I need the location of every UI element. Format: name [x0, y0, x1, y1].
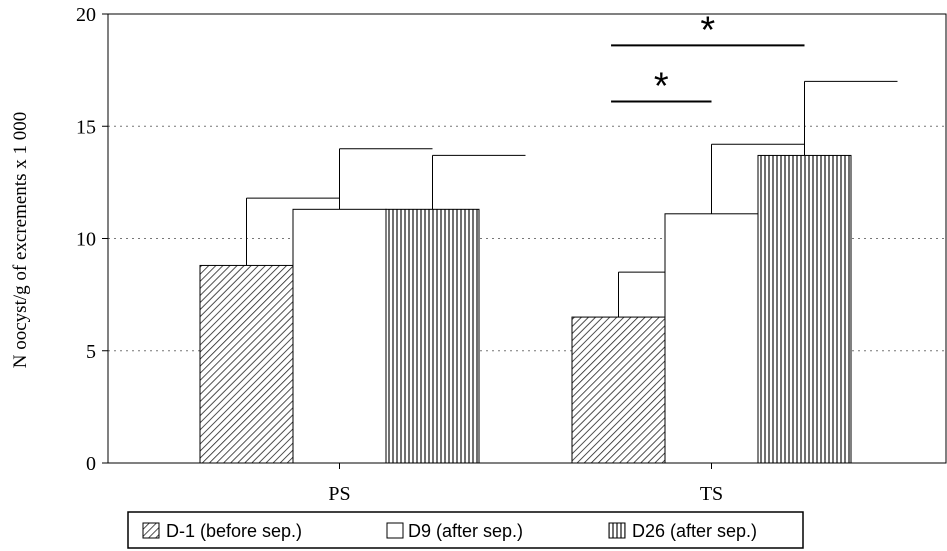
- x-tick-label: PS: [328, 483, 350, 505]
- significance-marker-1: *: [700, 9, 715, 51]
- y-tick-label: 0: [86, 453, 96, 475]
- significance-marker-0: *: [654, 66, 669, 108]
- legend-swatch-2: [608, 522, 626, 539]
- bar-ps-series-2: [385, 208, 480, 464]
- legend-swatch-1: [386, 522, 404, 539]
- y-tick-label: 5: [86, 341, 96, 363]
- bar-ts-series-2: [757, 154, 852, 464]
- bar-ts-series-0: [571, 316, 666, 464]
- legend-label-1: D9 (after sep.): [408, 521, 523, 541]
- y-tick-label: 20: [76, 4, 96, 26]
- legend: D-1 (before sep.) D9 (after sep.) D26 (aft…: [127, 511, 804, 549]
- bar-ts-series-1: [664, 213, 759, 464]
- legend-label-2: D26 (after sep.): [632, 521, 757, 541]
- legend-box: [127, 511, 804, 549]
- axes: PS TS 0 5 10 15 20: [76, 4, 947, 505]
- y-tick-label: 15: [76, 116, 96, 138]
- x-tick-label: TS: [700, 483, 723, 505]
- bars: [199, 80, 898, 464]
- y-tick-label: 10: [76, 229, 96, 251]
- bar-ps-series-1: [292, 208, 387, 464]
- legend-label-0: D-1 (before sep.): [166, 521, 302, 541]
- legend-swatch-0: [142, 522, 160, 539]
- bar-ps-series-0: [199, 264, 294, 464]
- y-axis-label: N oocyst/g of excrements x 1 000: [10, 112, 31, 368]
- significance-annotations: **: [611, 9, 805, 108]
